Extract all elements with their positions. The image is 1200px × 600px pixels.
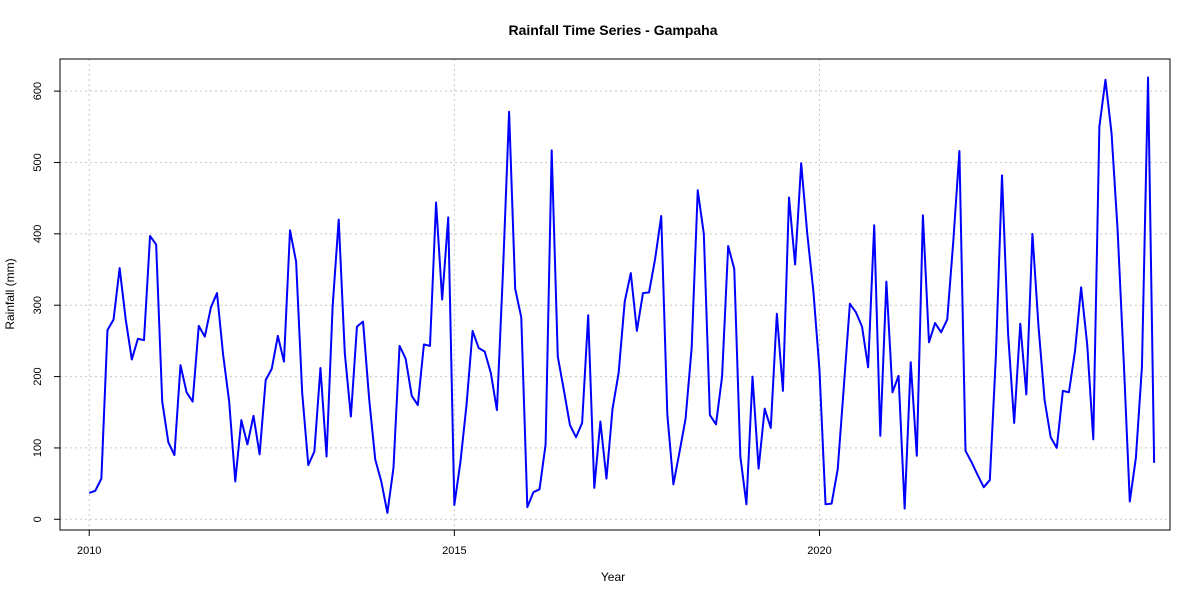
plot-border: [59, 58, 1171, 531]
y-tick-label: 100: [32, 439, 44, 457]
chart-title: Rainfall Time Series - Gampaha: [508, 22, 717, 38]
axis-layer: 2010 2015 2020 0 100 200 300 400 500 600: [32, 82, 832, 557]
y-tick-label: 400: [32, 225, 44, 243]
x-tick-label: 2020: [807, 545, 831, 557]
x-tick-label: 2015: [442, 545, 466, 557]
series-layer: [88, 76, 1156, 514]
y-tick-label: 0: [32, 516, 44, 522]
x-axis-label: Year: [601, 570, 625, 584]
y-tick-label: 200: [32, 367, 44, 385]
x-tick-label: 2010: [77, 545, 101, 557]
y-axis-label: Rainfall (mm): [3, 258, 17, 329]
y-tick-label: 600: [32, 82, 44, 100]
grid-layer: [60, 59, 1170, 530]
y-tick-label: 300: [32, 296, 44, 314]
y-tick-label: 500: [32, 153, 44, 171]
rainfall-series-line: [88, 76, 1156, 514]
